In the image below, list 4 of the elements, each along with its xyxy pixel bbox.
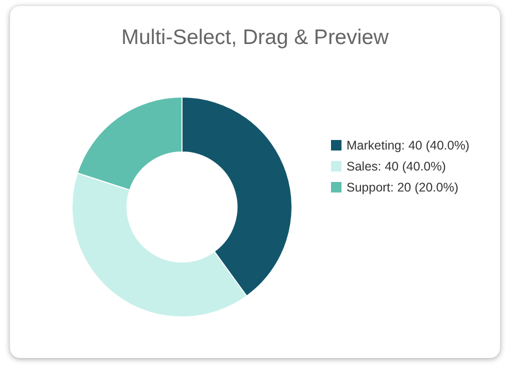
chart-title: Multi-Select, Drag & Preview bbox=[120, 26, 390, 50]
legend-label: Marketing: 40 (40.0%) bbox=[346, 138, 470, 152]
legend-label: Sales: 40 (40.0%) bbox=[346, 159, 446, 174]
legend-label: Support: 20 (20.0%) bbox=[346, 180, 458, 194]
